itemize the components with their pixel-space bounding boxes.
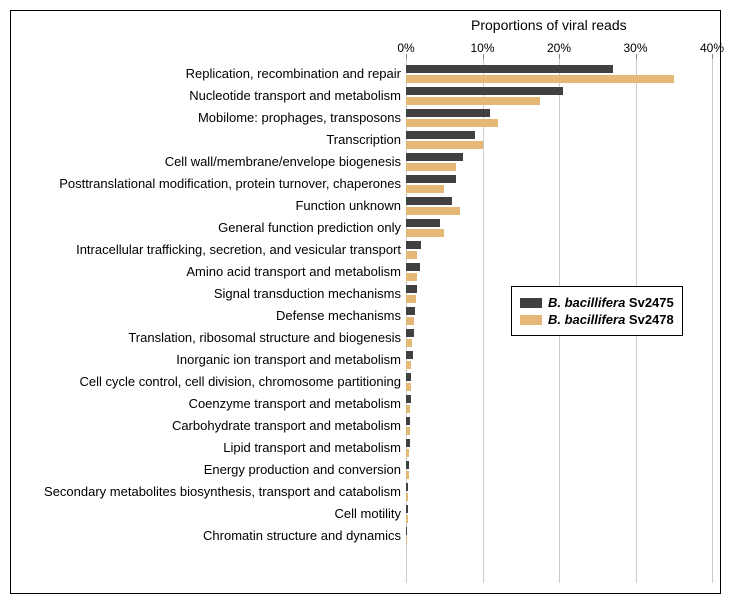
category-label: Lipid transport and metabolism [11, 437, 401, 459]
bar [406, 295, 416, 303]
category-label: Defense mechanisms [11, 305, 401, 327]
category-label: Intracellular trafficking, secretion, an… [11, 239, 401, 261]
category-label: General function prediction only [11, 217, 401, 239]
legend-item: B. bacillifera Sv2478 [520, 312, 674, 327]
chart-container: Proportions of viral reads 0% 10% 20% 30% 40… [10, 10, 721, 594]
bar [406, 383, 411, 391]
bar [406, 263, 420, 271]
bar [406, 351, 413, 359]
legend-label: B. bacillifera Sv2475 [548, 295, 674, 310]
legend-swatch [520, 298, 542, 308]
bar [406, 449, 409, 457]
bar [406, 515, 408, 523]
bar [406, 461, 409, 469]
category-label: Signal transduction mechanisms [11, 283, 401, 305]
legend-label: B. bacillifera Sv2478 [548, 312, 674, 327]
category-label: Secondary metabolites biosynthesis, tran… [11, 481, 401, 503]
category-label: Inorganic ion transport and metabolism [11, 349, 401, 371]
x-axis: 0%10%20%30%40% [406, 39, 710, 59]
category-labels: Replication, recombination and repairNuc… [11, 59, 401, 583]
bar [406, 141, 483, 149]
bar [406, 361, 411, 369]
bar [406, 395, 411, 403]
legend-item: B. bacillifera Sv2475 [520, 295, 674, 310]
bar [406, 65, 613, 73]
category-label: Cell cycle control, cell division, chrom… [11, 371, 401, 393]
bar [406, 273, 417, 281]
bar [406, 527, 407, 535]
tick-mark [406, 54, 407, 59]
category-label: Posttranslational modification, protein … [11, 173, 401, 195]
bar [406, 339, 412, 347]
bar [406, 163, 456, 171]
bar [406, 109, 490, 117]
legend-swatch [520, 315, 542, 325]
bar [406, 119, 498, 127]
tick-mark [483, 54, 484, 59]
bar [406, 185, 444, 193]
category-label: Replication, recombination and repair [11, 63, 401, 85]
bar [406, 307, 415, 315]
legend: B. bacillifera Sv2475 B. bacillifera Sv24… [511, 286, 683, 336]
tick-label: 10% [470, 41, 494, 55]
bar [406, 153, 463, 161]
category-label: Cell motility [11, 503, 401, 525]
bar [406, 329, 414, 337]
category-label: Coenzyme transport and metabolism [11, 393, 401, 415]
bar [406, 505, 408, 513]
gridline [712, 59, 713, 583]
bar [406, 251, 417, 259]
category-label: Function unknown [11, 195, 401, 217]
bar [406, 483, 408, 491]
category-label: Chromatin structure and dynamics [11, 525, 401, 547]
bar [406, 427, 410, 435]
bar [406, 131, 475, 139]
bar [406, 493, 408, 501]
category-label: Amino acid transport and metabolism [11, 261, 401, 283]
tick-label: 20% [547, 41, 571, 55]
bar [406, 241, 421, 249]
gridline [483, 59, 484, 583]
bar [406, 373, 411, 381]
bar [406, 405, 410, 413]
bar [406, 97, 540, 105]
category-label: Cell wall/membrane/envelope biogenesis [11, 151, 401, 173]
bar [406, 229, 444, 237]
bar [406, 219, 440, 227]
chart-title: Proportions of viral reads [471, 17, 627, 33]
bar [406, 317, 414, 325]
bar [406, 87, 563, 95]
bar [406, 175, 456, 183]
tick-mark [559, 54, 560, 59]
bar [406, 207, 460, 215]
tick-mark [636, 54, 637, 59]
bar [406, 439, 410, 447]
tick-label: 30% [623, 41, 647, 55]
bar [406, 75, 674, 83]
tick-label: 40% [700, 41, 724, 55]
category-label: Mobilome: prophages, transposons [11, 107, 401, 129]
category-label: Translation, ribosomal structure and bio… [11, 327, 401, 349]
bar [406, 197, 452, 205]
bar [406, 417, 410, 425]
category-label: Carbohydrate transport and metabolism [11, 415, 401, 437]
bar [406, 285, 417, 293]
tick-mark [712, 54, 713, 59]
category-label: Transcription [11, 129, 401, 151]
category-label: Nucleotide transport and metabolism [11, 85, 401, 107]
bar [406, 537, 407, 545]
tick-label: 0% [397, 41, 414, 55]
category-label: Energy production and conversion [11, 459, 401, 481]
bar [406, 471, 409, 479]
